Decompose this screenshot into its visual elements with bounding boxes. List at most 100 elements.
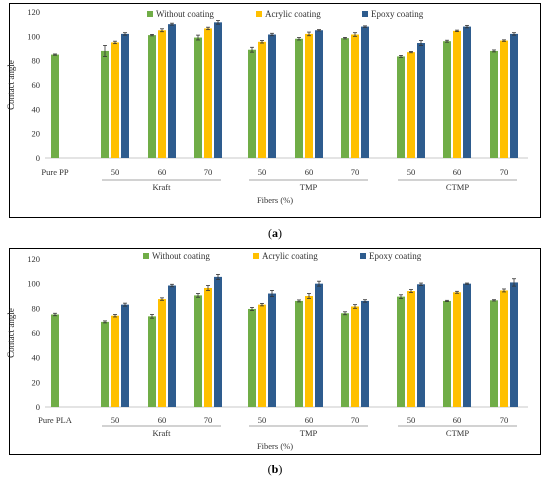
chart-a-bar-s2-c3	[268, 34, 276, 159]
chart-a-bar-s2-c6	[417, 43, 425, 158]
chart-b-y-tick-4: 80	[32, 303, 41, 313]
chart-b-bar-s1-c0	[111, 315, 119, 407]
chart-b-bar-s2-c3	[268, 293, 276, 407]
chart-a-y-tick-5: 100	[27, 31, 40, 41]
chart-b-bar-s1-c5	[351, 306, 359, 407]
chart-a-bar-s1-c0	[111, 42, 119, 158]
chart-b-reference-label: Pure PLA	[38, 415, 73, 425]
chart-a-bar-s0-c4	[295, 38, 303, 159]
chart-b-bar-s1-c3	[258, 304, 266, 407]
chart-a-legend-label-2: Epoxy coating	[371, 9, 424, 19]
chart-a-group-label-1: TMP	[300, 182, 318, 192]
chart-b-y-tick-1: 20	[32, 377, 41, 387]
chart-a-legend-swatch-2	[362, 11, 368, 17]
chart-a-bar-s2-c2	[214, 22, 222, 158]
chart-b-legend-swatch-2	[360, 253, 366, 259]
chart-b-bar-s0-c7	[443, 300, 451, 407]
chart-a-group-label-0: Kraft	[153, 182, 172, 192]
chart-b-bar-s1-c1	[158, 299, 166, 407]
chart-a-category-label-7: 60	[453, 167, 462, 177]
chart-a-group-label-2: CTMP	[446, 182, 469, 192]
chart-b-bar-s1-c7	[453, 292, 461, 407]
chart-b-bar-s0-c1	[148, 316, 156, 407]
chart-b-category-label-5: 70	[351, 415, 360, 425]
chart-b-bar-s0-c3	[248, 308, 256, 407]
chart-b-bar-s0-c8	[490, 300, 498, 407]
chart-a-bar-s1-c1	[158, 30, 166, 158]
chart-a: Without coating Acrylic coating Epoxy coat…	[6, 7, 528, 205]
chart-b-legend-label-2: Epoxy coating	[369, 251, 422, 261]
chart-b-category-label-3: 50	[258, 415, 267, 425]
chart-a-bar-s1-c8	[500, 40, 508, 158]
chart-a-legend-swatch-0	[147, 11, 153, 17]
chart-a-category-label-6: 50	[407, 167, 416, 177]
chart-a-reference-label: Pure PP	[41, 167, 68, 177]
chart-b-bar-s2-c5	[361, 300, 369, 407]
chart-a-bar-s1-c6	[407, 52, 415, 158]
chart-b-bar-s2-c6	[417, 284, 425, 407]
chart-a-bar-s1-c3	[258, 41, 266, 158]
chart-a-bar-s0-c1	[148, 35, 156, 158]
chart-a-bar-s0-c5	[341, 38, 349, 158]
chart-b-legend-swatch-1	[253, 253, 259, 259]
chart-b-x-axis-title: Fibers (%)	[257, 441, 293, 451]
chart-a-bar-s0-c6	[397, 56, 405, 158]
chart-a-bar-s2-c4	[315, 30, 323, 158]
chart-b-y-tick-5: 100	[27, 279, 40, 289]
chart-a-bar-s1-c5	[351, 34, 359, 159]
chart-b-bar-s2-c1	[168, 285, 176, 407]
chart-b-bar-s0-c2	[194, 295, 202, 407]
chart-b-category-label-1: 60	[158, 415, 167, 425]
chart-a-y-tick-2: 40	[32, 104, 41, 114]
chart-b-bar-s0-c0	[101, 321, 109, 407]
chart-a-category-label-0: 50	[111, 167, 120, 177]
chart-b-bar-s1-c4	[305, 296, 313, 407]
chart-a-y-tick-1: 20	[32, 129, 41, 139]
chart-b-bar-s2-c2	[214, 276, 222, 407]
chart-a-bar-s2-c7	[463, 26, 471, 158]
chart-b-legend-label-1: Acrylic coating	[262, 251, 318, 261]
chart-b-group-label-0: Kraft	[153, 428, 172, 438]
chart-a-reference-bar	[51, 54, 59, 159]
caption-b-letter: b	[271, 462, 279, 476]
chart-a-bar-s0-c8	[490, 50, 498, 158]
chart-b-bar-s2-c4	[315, 283, 323, 407]
caption-b: (b)	[267, 462, 283, 476]
chart-b-bar-s2-c8	[510, 282, 518, 407]
chart-a-bar-s1-c2	[204, 28, 212, 158]
chart-b-bar-s1-c6	[407, 291, 415, 407]
chart-a-category-label-4: 60	[305, 167, 314, 177]
chart-a-y-tick-3: 60	[32, 80, 41, 90]
chart-a-bar-s2-c8	[510, 33, 518, 158]
chart-a-legend-label-1: Acrylic coating	[265, 9, 321, 19]
chart-a-bar-s0-c2	[194, 37, 202, 158]
chart-a-category-label-1: 60	[158, 167, 167, 177]
chart-b: Without coating Acrylic coating Epoxy coat…	[6, 251, 528, 451]
chart-a-frame	[9, 3, 541, 218]
chart-b-legend-label-0: Without coating	[152, 251, 210, 261]
chart-a-x-axis-title: Fibers (%)	[257, 195, 293, 205]
chart-a-category-label-8: 70	[500, 167, 509, 177]
chart-b-category-label-7: 60	[453, 415, 462, 425]
chart-a-legend-label-0: Without coating	[156, 9, 214, 19]
chart-b-category-label-8: 70	[500, 415, 509, 425]
chart-b-group-label-2: CTMP	[446, 428, 469, 438]
chart-a-legend-swatch-1	[256, 11, 262, 17]
chart-b-y-tick-6: 120	[27, 254, 40, 264]
caption-a-letter: a	[272, 226, 278, 240]
chart-a-y-tick-6: 120	[27, 7, 40, 17]
chart-a-y-tick-0: 0	[36, 153, 40, 163]
chart-b-bar-s1-c2	[204, 287, 212, 407]
chart-b-group-label-1: TMP	[300, 428, 318, 438]
chart-a-bar-s0-c7	[443, 41, 451, 159]
chart-b-bar-s1-c8	[500, 290, 508, 407]
chart-a-bar-s1-c7	[453, 30, 461, 158]
chart-b-category-label-0: 50	[111, 415, 120, 425]
chart-b-y-axis-label: Contact angle	[6, 308, 16, 358]
chart-a-bar-s2-c0	[121, 33, 129, 158]
chart-b-y-tick-0: 0	[36, 402, 40, 412]
chart-a-bar-s2-c1	[168, 24, 176, 158]
chart-b-reference-bar	[51, 314, 59, 407]
chart-a-bar-s0-c3	[248, 49, 256, 158]
chart-b-bar-s0-c4	[295, 300, 303, 407]
